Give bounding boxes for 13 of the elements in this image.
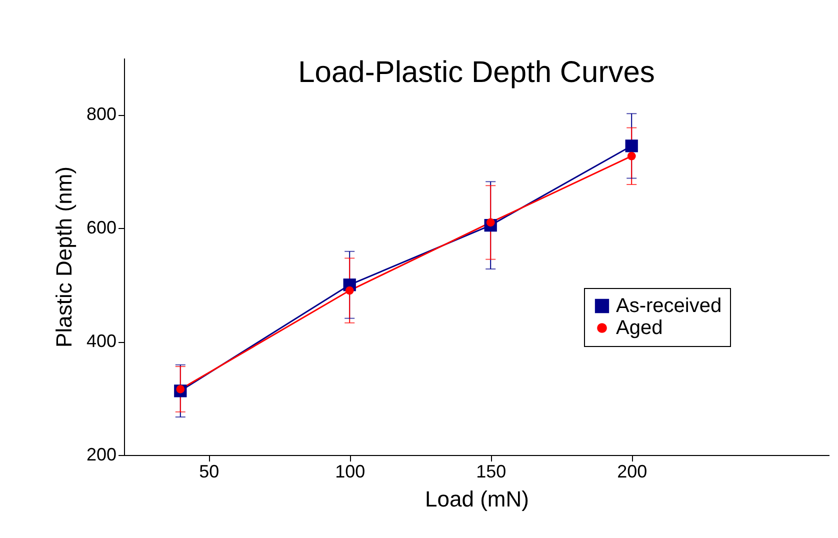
x-tick-label: 150 — [476, 462, 506, 482]
x-tick-label: 50 — [199, 462, 220, 482]
y-tick-label: 400 — [86, 331, 116, 352]
y-axis-title: Plastic Depth (nm) — [51, 166, 76, 348]
y-tick-label: 600 — [86, 218, 116, 238]
legend-label: As-received — [616, 295, 722, 317]
x-tick-label: 200 — [617, 462, 648, 482]
y-tick-label: 200 — [86, 444, 116, 464]
x-tick-label: 100 — [335, 462, 366, 482]
legend-label: Aged — [616, 317, 663, 339]
y-tick-label: 800 — [86, 104, 116, 124]
chart-title: Load-Plastic Depth Curves — [298, 56, 655, 89]
x-axis-title: Load (mN) — [425, 486, 529, 512]
